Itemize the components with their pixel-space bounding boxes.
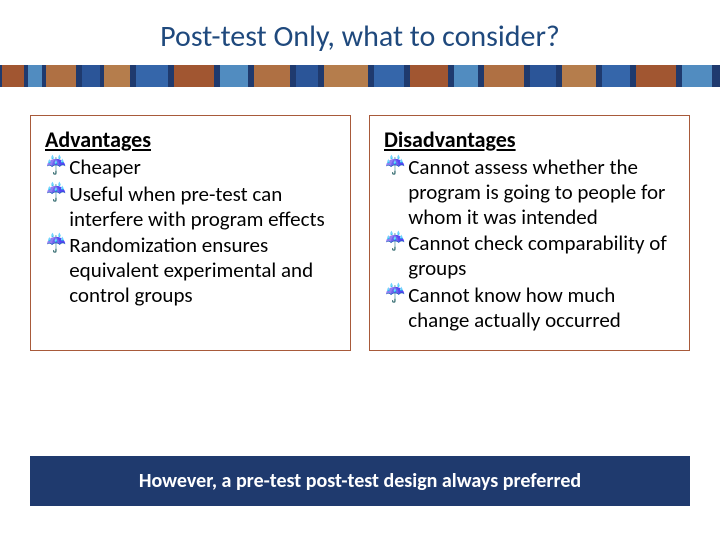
bullet-icon: ☔ [45, 182, 67, 203]
disadvantages-box: Disadvantages ☔Cannot assess whether the… [369, 115, 690, 351]
deco-stripe [2, 65, 24, 87]
deco-stripe [46, 65, 76, 87]
slide-title: Post-test Only, what to consider? [0, 0, 720, 65]
deco-stripe [682, 65, 712, 87]
bullet-text: Useful when pre-test can interfere with … [69, 182, 336, 232]
bullet-icon: ☔ [45, 233, 67, 254]
deco-stripe [296, 65, 318, 87]
footer-wrap: However, a pre-test post-test design alw… [0, 456, 720, 506]
deco-stripe [136, 65, 168, 87]
advantages-box: Advantages ☔Cheaper☔Useful when pre-test… [30, 115, 351, 351]
bullet-text: Cannot know how much change actually occ… [408, 283, 675, 333]
bullet-item: ☔Cheaper [45, 155, 336, 180]
bullet-icon: ☔ [384, 155, 406, 176]
bullet-item: ☔Cannot know how much change actually oc… [384, 283, 675, 333]
slide: Post-test Only, what to consider? Advant… [0, 0, 720, 540]
disadvantages-heading: Disadvantages [384, 126, 675, 153]
deco-stripe [104, 65, 130, 87]
bullet-item: ☔Randomization ensures equivalent experi… [45, 233, 336, 307]
bullet-text: Cannot check comparability of groups [408, 231, 675, 281]
deco-stripe [530, 65, 556, 87]
deco-stripe [602, 65, 630, 87]
deco-stripe [410, 65, 448, 87]
bullet-icon: ☔ [384, 283, 406, 304]
bullet-item: ☔Useful when pre-test can interfere with… [45, 182, 336, 232]
deco-stripe [562, 65, 596, 87]
bullet-text: Cheaper [69, 155, 336, 180]
content-row: Advantages ☔Cheaper☔Useful when pre-test… [0, 87, 720, 369]
footer-box: However, a pre-test post-test design alw… [30, 456, 690, 506]
deco-stripe [324, 65, 368, 87]
deco-stripe [454, 65, 478, 87]
decorative-bar [0, 65, 720, 87]
bullet-item: ☔Cannot assess whether the program is go… [384, 155, 675, 229]
deco-stripe [636, 65, 676, 87]
deco-stripe [174, 65, 214, 87]
deco-stripe [374, 65, 404, 87]
deco-stripe [220, 65, 248, 87]
deco-stripe [28, 65, 42, 87]
bullet-item: ☔Cannot check comparability of groups [384, 231, 675, 281]
bullet-text: Cannot assess whether the program is goi… [408, 155, 675, 229]
bullet-icon: ☔ [45, 155, 67, 176]
deco-stripe [254, 65, 290, 87]
footer-text: However, a pre-test post-test design alw… [139, 469, 581, 493]
advantages-heading: Advantages [45, 126, 336, 153]
bullet-text: Randomization ensures equivalent experim… [69, 233, 336, 307]
deco-stripe [484, 65, 524, 87]
deco-stripe [82, 65, 100, 87]
bullet-icon: ☔ [384, 231, 406, 252]
